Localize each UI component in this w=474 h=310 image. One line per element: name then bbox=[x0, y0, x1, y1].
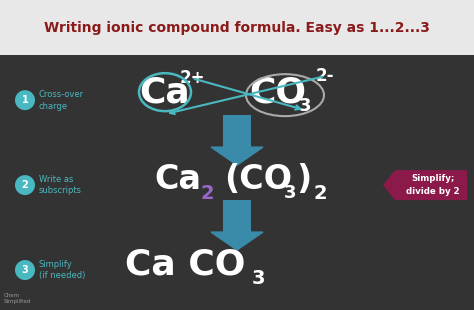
Text: Simplify
(if needed): Simplify (if needed) bbox=[39, 260, 85, 281]
Text: 2: 2 bbox=[313, 184, 327, 202]
Polygon shape bbox=[211, 147, 263, 165]
Text: 2: 2 bbox=[200, 184, 214, 202]
Text: 3: 3 bbox=[22, 265, 28, 275]
Text: Write as
subscripts: Write as subscripts bbox=[39, 175, 82, 196]
Text: 3: 3 bbox=[284, 184, 296, 202]
Text: 3: 3 bbox=[251, 268, 265, 287]
Text: CO: CO bbox=[249, 75, 307, 109]
Text: Ca CO: Ca CO bbox=[125, 247, 245, 281]
Text: ): ) bbox=[296, 162, 311, 196]
Polygon shape bbox=[211, 232, 263, 250]
Circle shape bbox=[15, 90, 35, 110]
Bar bbox=[223, 200, 251, 232]
Text: 1: 1 bbox=[22, 95, 28, 105]
Text: Ca: Ca bbox=[140, 75, 191, 109]
Text: 2: 2 bbox=[22, 180, 28, 190]
Text: Chem
Simplified: Chem Simplified bbox=[4, 293, 31, 304]
Text: (CO: (CO bbox=[224, 162, 292, 196]
Circle shape bbox=[15, 175, 35, 195]
Circle shape bbox=[15, 260, 35, 280]
Bar bbox=[223, 115, 251, 147]
Text: Ca: Ca bbox=[155, 162, 201, 196]
Text: 3: 3 bbox=[299, 97, 311, 115]
Text: Cross-over
charge: Cross-over charge bbox=[39, 90, 84, 111]
Text: Writing ionic compound formula. Easy as 1...2...3: Writing ionic compound formula. Easy as … bbox=[44, 20, 430, 35]
Text: Simplify;
divide by 2: Simplify; divide by 2 bbox=[406, 174, 460, 196]
Polygon shape bbox=[383, 170, 467, 200]
Text: 2+: 2+ bbox=[179, 69, 205, 87]
Text: 2-: 2- bbox=[316, 67, 334, 85]
